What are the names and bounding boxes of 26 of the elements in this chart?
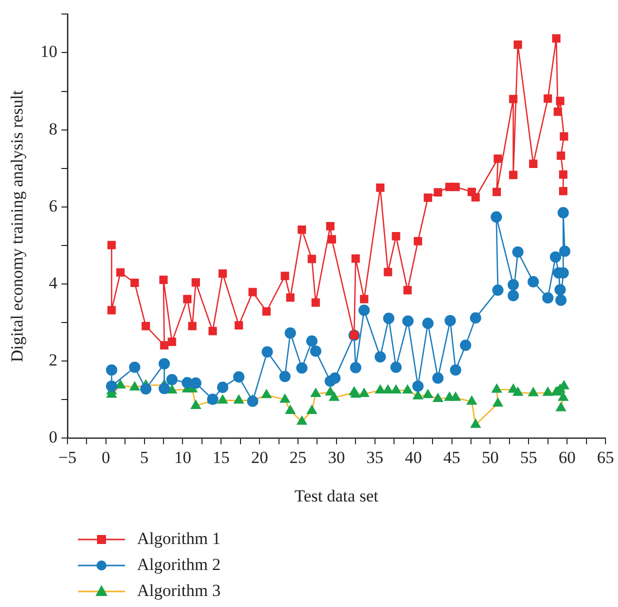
x-tick-label: 50 <box>482 448 499 467</box>
x-tick-label: 0 <box>102 448 110 467</box>
x-tick-label: −5 <box>58 448 76 467</box>
legend-label: Algorithm 2 <box>137 555 221 575</box>
x-axis-title: Test data set <box>294 486 379 506</box>
y-tick-label: 10 <box>40 42 58 62</box>
x-tick-label: 15 <box>212 448 230 467</box>
x-tick-label: 20 <box>251 448 268 467</box>
legend-label: Algorithm 1 <box>137 529 221 549</box>
y-tick-label: 6 <box>48 196 58 216</box>
x-tick-label: 65 <box>597 448 614 467</box>
y-tick-label: 4 <box>48 273 58 292</box>
legend-label: Algorithm 3 <box>137 581 221 601</box>
y-axis-title: Digital economy training analysis result <box>8 90 27 362</box>
y-tick-label: 8 <box>48 119 58 138</box>
x-tick-label: 35 <box>366 448 384 467</box>
x-tick-label: 45 <box>443 448 460 467</box>
x-tick-label: 55 <box>520 448 538 467</box>
x-tick-label: 40 <box>404 448 422 467</box>
x-tick-label: 25 <box>290 448 307 467</box>
x-tick-label: 5 <box>140 448 149 467</box>
x-tick-label: 60 <box>558 448 576 467</box>
x-tick-label: 10 <box>174 448 192 467</box>
y-tick-label: 0 <box>48 428 58 447</box>
x-tick-label: 30 <box>328 448 345 467</box>
y-tick-label: 2 <box>48 350 58 370</box>
